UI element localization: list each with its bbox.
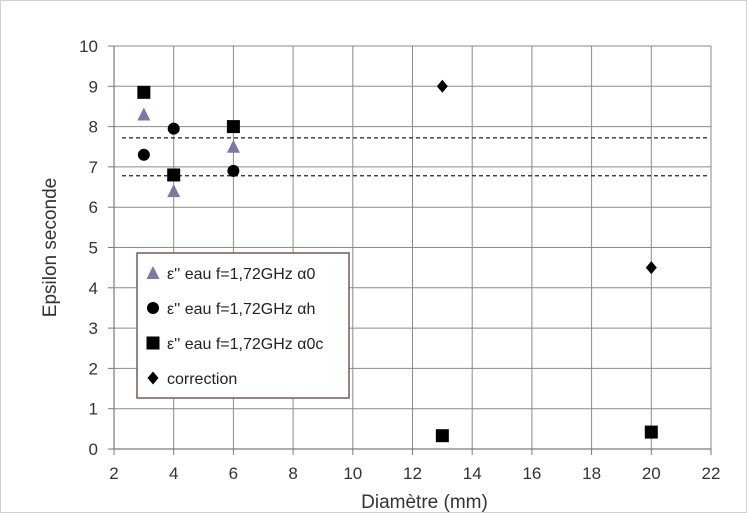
y-tick-label: 5: [89, 239, 98, 258]
data-point-diamond: [645, 261, 657, 275]
data-point-triangle: [137, 107, 151, 121]
x-tick-label: 16: [522, 464, 541, 483]
data-point-square: [226, 120, 240, 134]
legend-marker-triangle: [146, 266, 160, 279]
y-tick-label: 3: [89, 319, 98, 338]
y-tick-label: 2: [89, 359, 98, 378]
legend-label: ε'' eau f=1,72GHz α0c: [167, 336, 323, 353]
y-tick-label: 10: [79, 37, 98, 56]
x-tick-label: 10: [343, 464, 362, 483]
legend-box: [136, 252, 350, 399]
y-tick-label: 6: [89, 198, 98, 217]
legend-marker-diamond: [147, 371, 159, 385]
x-tick-label: 22: [702, 464, 721, 483]
data-points: [137, 79, 658, 443]
legend: ε'' eau f=1,72GHz α0 ε'' eau f=1,72GHz αh…: [136, 252, 350, 399]
data-point-square: [644, 425, 658, 439]
data-point-square: [435, 429, 449, 443]
legend-marker-square: [146, 336, 160, 350]
x-tick-label: 20: [642, 464, 661, 483]
data-point-circle: [227, 164, 240, 177]
y-tick-label: 4: [89, 279, 98, 298]
y-tick-label: 1: [89, 400, 98, 419]
y-tick-label: 9: [89, 77, 98, 96]
x-axis-title: Diamètre (mm): [361, 492, 488, 513]
x-tick-label: 4: [169, 464, 178, 483]
y-tick-label: 7: [89, 158, 98, 177]
data-point-square: [167, 168, 181, 182]
data-point-circle: [167, 122, 180, 135]
data-point-diamond: [436, 79, 448, 93]
y-axis-title: Epsilon seconde: [40, 178, 61, 317]
x-tick-label: 18: [582, 464, 601, 483]
data-point-square: [137, 85, 151, 99]
legend-marker-circle: [147, 302, 159, 314]
x-tick-label: 2: [109, 464, 118, 483]
x-tick-label: 6: [229, 464, 238, 483]
x-tick-label: 14: [463, 464, 482, 483]
data-point-circle: [137, 148, 150, 161]
legend-label: ε'' eau f=1,72GHz αh: [167, 301, 315, 318]
y-tick-label: 8: [89, 118, 98, 137]
legend-label: ε'' eau f=1,72GHz α0: [167, 266, 315, 283]
x-tick-label: 12: [403, 464, 422, 483]
y-tick-label: 0: [89, 440, 98, 459]
data-point-triangle: [226, 139, 240, 153]
legend-label: correction: [167, 371, 237, 388]
data-point-triangle: [167, 184, 181, 198]
x-tick-label: 8: [288, 464, 297, 483]
